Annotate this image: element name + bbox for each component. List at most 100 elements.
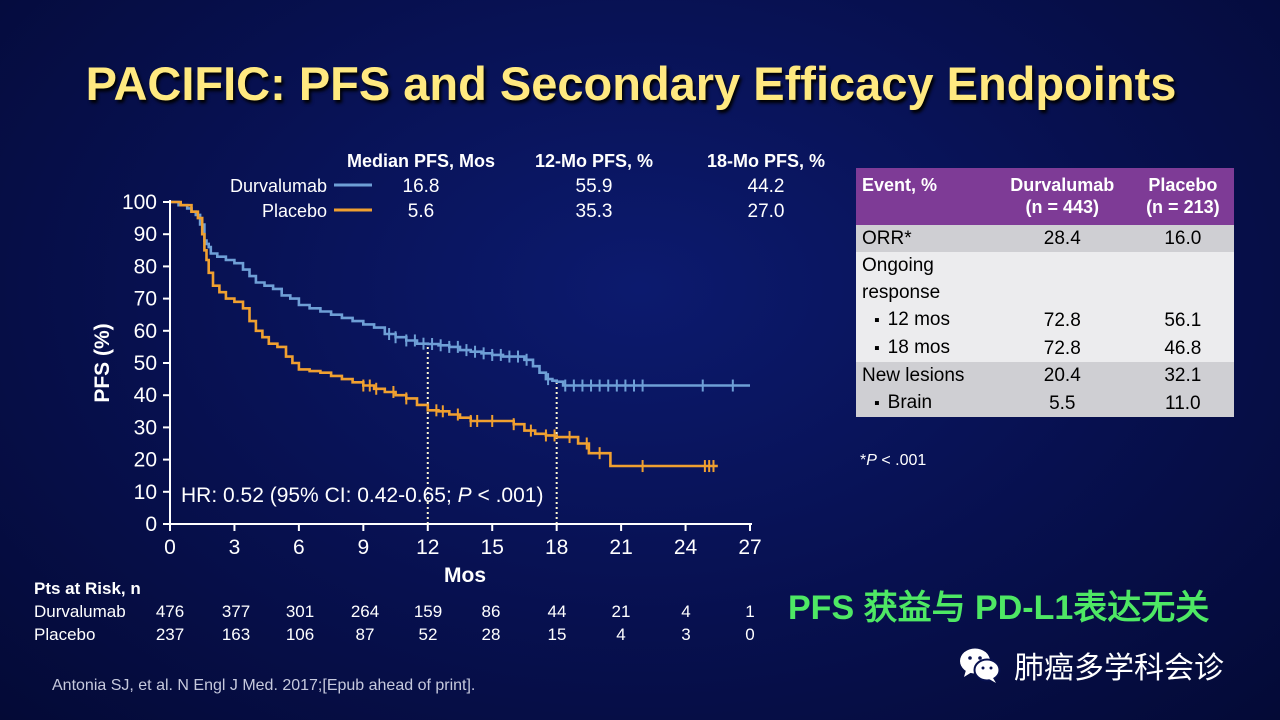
new-lesions-placebo: 32.1	[1131, 362, 1234, 390]
ongoing-18mos-row: 18 mos 72.8 46.8	[856, 334, 1234, 363]
risk-value: 21	[612, 602, 631, 621]
x-tick-label: 27	[738, 536, 761, 559]
new-lesions-row: New lesions 20.4 32.1	[856, 362, 1234, 390]
risk-value: 4	[681, 602, 690, 621]
x-tick-label: 3	[229, 536, 241, 559]
wechat-icon	[960, 648, 1001, 683]
new-lesions-durva: 20.4	[992, 362, 1132, 390]
ongoing-label-1: Ongoing	[856, 252, 993, 280]
summary-value: 27.0	[748, 201, 785, 222]
risk-value: 0	[745, 625, 754, 644]
risk-row-label: Placebo	[34, 625, 95, 644]
risk-value: 44	[548, 602, 567, 621]
brain-durva: 5.5	[992, 389, 1132, 418]
placebo-col-header: Placebo (n = 213)	[1131, 168, 1234, 226]
orr-durva: 28.4	[992, 225, 1132, 253]
y-tick-label: 100	[122, 191, 157, 214]
orr-placebo: 16.0	[1131, 225, 1234, 253]
km-curve-placebo	[170, 200, 718, 468]
events-table: Event, % Durvalumab (n = 443) Placebo (n =…	[856, 168, 1234, 418]
km-curves	[170, 200, 750, 473]
ongoing-12mos-label: 12 mos	[856, 306, 993, 335]
x-tick-label: 15	[481, 536, 504, 559]
summary-col-header: Median PFS, Mos	[347, 151, 495, 171]
wechat-account: 肺癌多学科会诊	[958, 643, 1224, 687]
durvalumab-col-header: Durvalumab (n = 443)	[992, 168, 1132, 226]
y-tick-label: 40	[134, 384, 157, 407]
x-tick-label: 24	[674, 536, 698, 559]
risk-value: 86	[482, 602, 501, 621]
risk-value: 1	[745, 602, 754, 621]
ongoing-12mos-row: 12 mos 72.8 56.1	[856, 306, 1234, 335]
x-tick-label: 18	[545, 536, 568, 559]
events-header-row: Event, % Durvalumab (n = 443) Placebo (n =…	[856, 168, 1234, 226]
y-tick-label: 10	[134, 481, 157, 504]
pdl1-banner: PFS 获益与 PD-L1表达无关	[788, 589, 1210, 627]
y-tick-label: 0	[145, 513, 157, 536]
ongoing-label-2: response	[856, 279, 993, 307]
ongoing-18mos-label: 18 mos	[856, 334, 993, 363]
risk-value: 87	[356, 625, 375, 644]
new-lesions-label: New lesions	[856, 362, 993, 390]
x-tick-label: 6	[293, 536, 305, 559]
summary-row-label: Durvalumab	[230, 176, 327, 196]
risk-value: 15	[548, 625, 567, 644]
x-tick-label: 12	[416, 536, 439, 559]
summary-value: 5.6	[408, 201, 434, 222]
ongoing-18mos-placebo: 46.8	[1131, 334, 1234, 363]
risk-value: 264	[351, 602, 379, 621]
x-tick-label: 21	[609, 536, 632, 559]
risk-value: 476	[156, 602, 184, 621]
orr-row: ORR* 28.4 16.0	[856, 225, 1234, 253]
y-tick-label: 80	[134, 255, 157, 278]
summary-col-header: 12-Mo PFS, %	[535, 151, 653, 171]
footnote: *P < .001	[860, 452, 927, 469]
risk-value: 106	[286, 625, 314, 644]
y-axis-title: PFS (%)	[91, 323, 114, 402]
hr-annotation: HR: 0.52 (95% CI: 0.42-0.65; P < .001)	[181, 484, 543, 507]
citation: Antonia SJ, et al. N Engl J Med. 2017;[E…	[52, 677, 476, 694]
hr-annotation-group: HR: 0.52 (95% CI: 0.42-0.65; P < .001)	[181, 484, 543, 507]
y-tick-label: 70	[134, 288, 157, 311]
ongoing-12mos-durva: 72.8	[992, 306, 1132, 335]
risk-value: 52	[419, 625, 438, 644]
axes: 0 10 20 30 40 50 60 70 80 90 100 0 3 6 9 12 15 18 21 24 27 Mo…	[91, 191, 762, 587]
x-tick-label: 9	[357, 536, 369, 559]
brain-placebo: 11.0	[1131, 389, 1234, 418]
brain-label: Brain	[856, 389, 993, 418]
risk-value: 237	[156, 625, 184, 644]
summary-stats: Median PFS, Mos 12-Mo PFS, % 18-Mo PFS, % D…	[230, 151, 825, 222]
brain-row: Brain 5.5 11.0	[856, 389, 1234, 418]
risk-value: 301	[286, 602, 314, 621]
ongoing-18mos-durva: 72.8	[992, 334, 1132, 363]
y-tick-label: 90	[134, 223, 157, 246]
risk-value: 159	[414, 602, 442, 621]
km-curve-durvalumab	[170, 200, 750, 387]
summary-value: 16.8	[403, 176, 440, 197]
risk-row-label: Durvalumab	[34, 602, 126, 621]
risk-value: 163	[222, 625, 250, 644]
summary-col-header: 18-Mo PFS, %	[707, 151, 825, 171]
ongoing-label-row-1: Ongoing	[856, 252, 1234, 280]
x-axis-title: Mos	[444, 564, 486, 587]
risk-value: 4	[616, 625, 625, 644]
y-tick-label: 60	[134, 320, 157, 343]
risk-value: 377	[222, 602, 250, 621]
y-tick-label: 30	[134, 416, 157, 439]
summary-value: 35.3	[576, 201, 613, 222]
ongoing-12mos-placebo: 56.1	[1131, 306, 1234, 335]
risk-table-header: Pts at Risk, n	[34, 579, 141, 598]
orr-label: ORR*	[856, 225, 993, 253]
y-tick-label: 50	[134, 352, 157, 375]
wechat-name: 肺癌多学科会诊	[1014, 652, 1224, 685]
y-tick-label: 20	[134, 449, 157, 472]
x-tick-label: 0	[164, 536, 176, 559]
summary-value: 55.9	[576, 176, 613, 197]
summary-row-label: Placebo	[262, 201, 327, 221]
summary-value: 44.2	[748, 176, 785, 197]
risk-value: 28	[482, 625, 501, 644]
event-col-header: Event, %	[856, 168, 993, 226]
reference-lines	[426, 344, 558, 524]
ongoing-label-row-2: response	[856, 279, 1234, 307]
